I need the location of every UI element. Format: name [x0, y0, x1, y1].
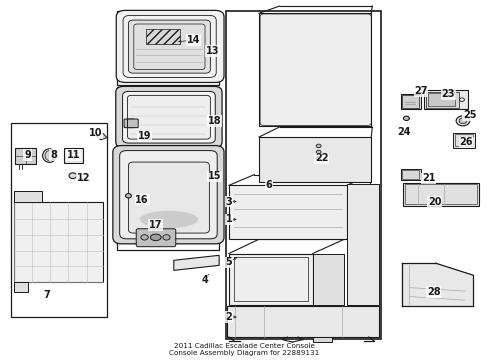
Polygon shape	[173, 255, 219, 270]
FancyBboxPatch shape	[116, 86, 222, 148]
Text: 2: 2	[225, 312, 232, 322]
FancyBboxPatch shape	[124, 119, 135, 128]
Bar	[146, 30, 180, 44]
Text: 13: 13	[205, 46, 219, 56]
FancyBboxPatch shape	[128, 20, 210, 73]
Ellipse shape	[45, 150, 54, 161]
Text: 28: 28	[426, 287, 440, 297]
FancyBboxPatch shape	[120, 150, 217, 239]
Bar	[452, 133, 474, 148]
Text: 8: 8	[50, 150, 57, 160]
Ellipse shape	[69, 173, 77, 179]
Ellipse shape	[42, 149, 56, 162]
Bar	[228, 185, 346, 239]
Text: 1: 1	[225, 215, 232, 224]
Text: 16: 16	[135, 195, 148, 205]
Bar	[117, 12, 219, 85]
Bar	[14, 192, 42, 202]
Text: 15: 15	[207, 171, 221, 181]
Bar	[404, 184, 476, 204]
Bar	[225, 12, 380, 338]
Bar	[11, 123, 107, 317]
FancyBboxPatch shape	[127, 95, 210, 139]
Text: 22: 22	[314, 153, 327, 163]
Bar	[346, 184, 378, 305]
Bar	[117, 148, 219, 250]
Text: 3: 3	[225, 197, 232, 207]
FancyBboxPatch shape	[113, 145, 224, 244]
Bar	[425, 92, 458, 108]
Ellipse shape	[316, 157, 321, 160]
Bar	[227, 306, 378, 337]
Bar	[64, 148, 82, 163]
Text: 18: 18	[207, 116, 221, 126]
Ellipse shape	[125, 194, 131, 198]
Text: 27: 27	[413, 86, 427, 96]
Text: 7: 7	[43, 290, 50, 300]
Text: 6: 6	[265, 180, 272, 190]
Text: 14: 14	[186, 35, 200, 45]
Text: 19: 19	[138, 131, 151, 141]
Bar	[117, 87, 219, 148]
Ellipse shape	[140, 211, 198, 228]
Ellipse shape	[458, 118, 466, 124]
Bar	[427, 93, 454, 106]
Text: 9: 9	[24, 150, 31, 160]
Bar	[259, 13, 370, 126]
FancyBboxPatch shape	[127, 119, 138, 128]
Polygon shape	[401, 263, 472, 306]
Bar	[14, 202, 103, 282]
Text: 2011 Cadillac Escalade Center Console
Console Assembly Diagram for 22889131: 2011 Cadillac Escalade Center Console Co…	[169, 343, 319, 356]
Bar	[423, 90, 467, 109]
FancyBboxPatch shape	[122, 91, 215, 143]
Ellipse shape	[150, 234, 161, 240]
Bar	[400, 168, 420, 180]
Polygon shape	[96, 134, 107, 140]
FancyBboxPatch shape	[116, 10, 224, 82]
FancyBboxPatch shape	[136, 229, 175, 247]
Bar	[400, 94, 420, 109]
Bar	[402, 183, 478, 206]
Ellipse shape	[141, 235, 148, 240]
Text: 10: 10	[89, 129, 102, 138]
Ellipse shape	[403, 116, 408, 121]
Bar	[15, 148, 36, 164]
Ellipse shape	[163, 235, 170, 240]
Text: 20: 20	[427, 197, 441, 207]
Bar	[454, 134, 472, 146]
Text: 21: 21	[421, 173, 435, 183]
Text: 17: 17	[149, 220, 162, 230]
Text: 25: 25	[462, 111, 475, 121]
Text: 12: 12	[77, 173, 90, 183]
Bar	[402, 95, 418, 108]
FancyBboxPatch shape	[128, 162, 209, 233]
Bar	[259, 137, 370, 182]
Text: 4: 4	[202, 275, 208, 285]
Bar	[312, 253, 344, 305]
Ellipse shape	[455, 116, 469, 126]
Text: 23: 23	[441, 89, 454, 99]
Bar	[312, 337, 331, 342]
Ellipse shape	[316, 150, 321, 154]
Text: 11: 11	[67, 150, 81, 160]
Bar	[228, 253, 312, 305]
Text: 24: 24	[397, 127, 410, 136]
Bar	[14, 282, 27, 292]
Bar	[233, 257, 307, 301]
Bar	[402, 170, 418, 179]
Text: 5: 5	[225, 257, 232, 267]
Text: 26: 26	[459, 138, 472, 147]
Ellipse shape	[316, 144, 321, 148]
